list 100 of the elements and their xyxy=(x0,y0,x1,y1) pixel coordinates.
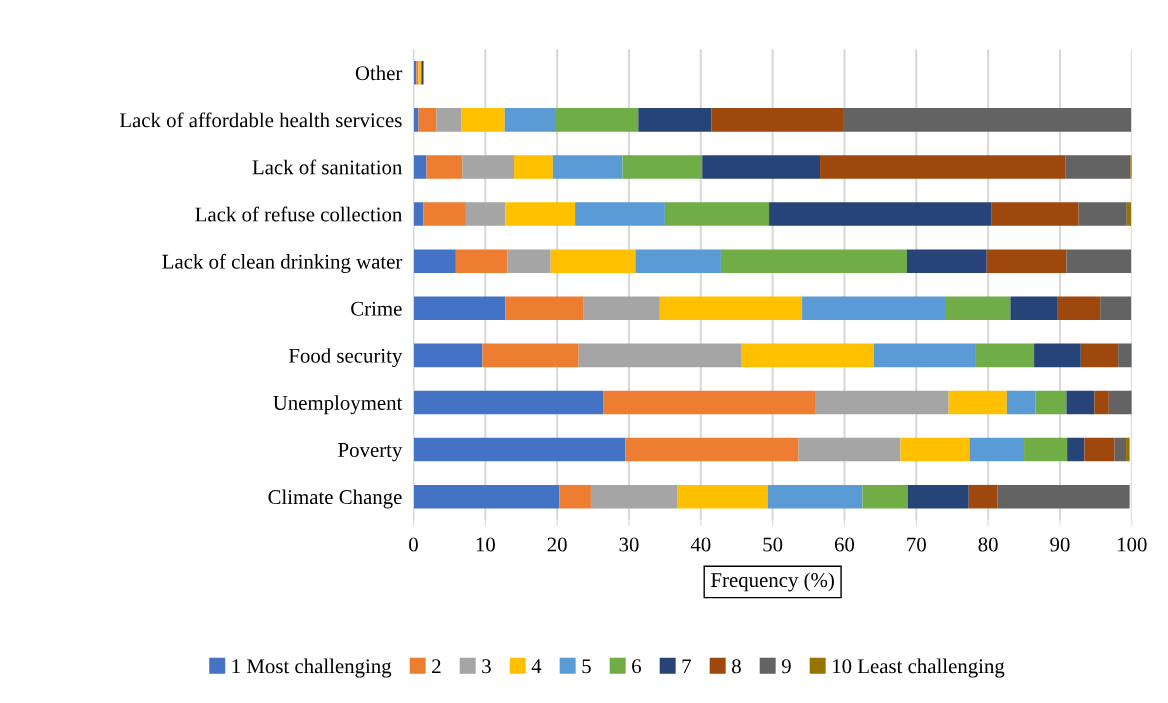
bar xyxy=(997,484,1130,509)
bar xyxy=(900,437,970,462)
bar xyxy=(514,155,553,179)
x-tick-label: 40 xyxy=(690,537,711,552)
bar xyxy=(798,437,901,462)
bar xyxy=(505,202,576,226)
bar xyxy=(1118,343,1132,368)
bar xyxy=(552,155,623,179)
bar xyxy=(906,249,987,273)
bar xyxy=(603,390,816,415)
x-axis-title: Frequency (%) xyxy=(711,572,834,592)
y-tick-label: Other xyxy=(355,65,403,81)
bar xyxy=(862,484,908,509)
y-tick-label: Lack of affordable health services xyxy=(119,112,402,128)
bar xyxy=(635,249,721,273)
bar xyxy=(1066,249,1132,273)
bar xyxy=(843,108,1132,132)
bar xyxy=(413,155,427,179)
bar xyxy=(986,249,1067,273)
bar xyxy=(1034,343,1081,368)
bar xyxy=(455,249,508,273)
x-tick-label: 90 xyxy=(1050,537,1070,552)
bar xyxy=(1100,296,1132,321)
bar xyxy=(625,437,799,462)
bar xyxy=(1126,202,1132,226)
bar xyxy=(1078,202,1127,226)
bar xyxy=(559,484,591,509)
legend-label: 10 Least challenging xyxy=(833,658,1005,678)
legend-label: 4 xyxy=(531,659,542,674)
bar xyxy=(991,202,1079,226)
x-tick-label: 80 xyxy=(978,537,998,552)
bar xyxy=(413,484,560,509)
bar xyxy=(1094,390,1109,415)
y-tick-label: Unemployment xyxy=(273,395,403,415)
bar xyxy=(505,296,584,321)
x-tick-label: 60 xyxy=(834,537,855,552)
y-tick-label: Lack of sanitation xyxy=(252,159,403,175)
y-tick-label: Food security xyxy=(288,348,403,368)
bar xyxy=(482,343,579,368)
legend-label: 3 xyxy=(482,659,491,674)
bar xyxy=(968,484,998,509)
bar xyxy=(802,296,946,321)
bar xyxy=(1024,437,1068,462)
bar xyxy=(664,202,770,226)
y-tick-label: Crime xyxy=(351,301,402,316)
bar xyxy=(1065,155,1131,179)
x-tick-label: 0 xyxy=(409,537,418,552)
x-tick-label: 20 xyxy=(547,537,567,552)
bar xyxy=(677,484,768,509)
bar xyxy=(1010,296,1058,321)
y-tick-label: Poverty xyxy=(338,443,403,462)
bar xyxy=(413,202,424,226)
bar xyxy=(1057,296,1101,321)
bar xyxy=(590,484,678,509)
bar xyxy=(423,202,466,226)
bar xyxy=(815,390,949,415)
bar xyxy=(1066,390,1095,415)
x-tick-label: 50 xyxy=(763,537,783,552)
legend-label: 1 Most challenging xyxy=(232,658,392,678)
bar xyxy=(413,249,456,273)
bar xyxy=(769,202,992,226)
legend-label: 9 xyxy=(781,659,791,674)
bar xyxy=(413,343,483,368)
bar xyxy=(1108,390,1132,415)
bar xyxy=(945,296,1011,321)
y-tick-label: Climate Change xyxy=(268,489,402,509)
bar xyxy=(413,437,626,462)
bar xyxy=(507,249,551,273)
bar xyxy=(1067,437,1085,462)
bar xyxy=(1080,343,1119,368)
bar xyxy=(413,108,419,132)
bar xyxy=(418,108,437,132)
bar xyxy=(1035,390,1067,415)
bar xyxy=(578,343,742,368)
bar xyxy=(975,343,1035,368)
x-tick-label: 30 xyxy=(619,537,639,552)
bar xyxy=(554,108,639,132)
bar xyxy=(1126,437,1130,462)
bar xyxy=(465,202,506,226)
bar xyxy=(413,390,604,415)
legend-label: 2 xyxy=(432,659,441,674)
legend-label: 6 xyxy=(632,659,642,674)
bar xyxy=(1006,390,1036,415)
y-tick-label: Lack of refuse collection xyxy=(195,206,403,222)
bar xyxy=(504,108,555,132)
bar xyxy=(907,484,969,509)
bar xyxy=(550,249,636,273)
bar xyxy=(741,343,874,368)
bar xyxy=(767,484,863,509)
bar xyxy=(426,155,463,179)
bar xyxy=(873,343,976,368)
bar xyxy=(575,202,665,226)
bar xyxy=(659,296,803,321)
y-tick-label: Lack of clean drinking water xyxy=(162,253,403,273)
bar xyxy=(702,155,821,179)
bar xyxy=(622,155,703,179)
bar xyxy=(711,108,844,132)
legend-label: 7 xyxy=(682,659,692,674)
bar xyxy=(413,296,506,321)
bar xyxy=(720,249,907,273)
